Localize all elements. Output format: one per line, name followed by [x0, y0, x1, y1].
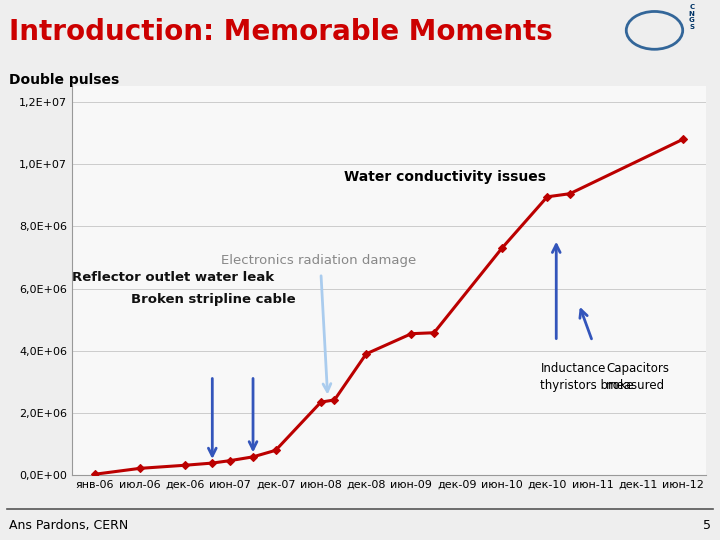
- Text: Double pulses: Double pulses: [9, 73, 119, 87]
- Text: Broken stripline cable: Broken stripline cable: [131, 293, 295, 306]
- Text: Water conductivity issues: Water conductivity issues: [343, 170, 546, 184]
- Text: Electronics radiation damage: Electronics radiation damage: [221, 254, 417, 267]
- Text: Inductance: Inductance: [541, 362, 606, 375]
- Text: 5: 5: [703, 519, 711, 532]
- Text: Capacitors: Capacitors: [606, 362, 669, 375]
- Text: Reflector outlet water leak: Reflector outlet water leak: [72, 271, 274, 284]
- Text: C
N
G
S: C N G S: [689, 4, 695, 30]
- Text: Ans Pardons, CERN: Ans Pardons, CERN: [9, 519, 128, 532]
- Text: Introduction: Memorable Moments: Introduction: Memorable Moments: [9, 18, 552, 45]
- Text: thyristors broke: thyristors broke: [541, 379, 634, 392]
- Text: measured: measured: [606, 379, 665, 392]
